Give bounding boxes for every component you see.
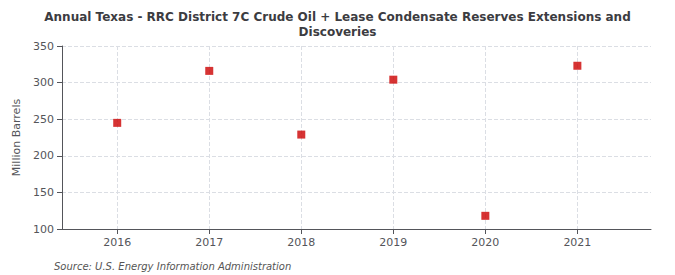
svg-text:150: 150 bbox=[33, 186, 54, 199]
svg-text:350: 350 bbox=[33, 40, 54, 53]
svg-text:300: 300 bbox=[33, 76, 54, 89]
svg-text:2019: 2019 bbox=[379, 236, 407, 249]
svg-text:250: 250 bbox=[33, 113, 54, 126]
svg-text:Discoveries: Discoveries bbox=[299, 25, 377, 39]
svg-text:2016: 2016 bbox=[103, 236, 131, 249]
svg-text:200: 200 bbox=[33, 149, 54, 162]
svg-text:2020: 2020 bbox=[471, 236, 499, 249]
svg-text:100: 100 bbox=[33, 223, 54, 236]
svg-text:Annual Texas - RRC District 7C: Annual Texas - RRC District 7C Crude Oil… bbox=[44, 10, 630, 24]
svg-text:2021: 2021 bbox=[563, 236, 591, 249]
svg-text:Source: U.S. Energy Informatio: Source: U.S. Energy Information Administ… bbox=[54, 261, 291, 272]
svg-text:Million Barrels: Million Barrels bbox=[10, 99, 23, 177]
svg-text:2017: 2017 bbox=[195, 236, 223, 249]
svg-text:2018: 2018 bbox=[287, 236, 315, 249]
